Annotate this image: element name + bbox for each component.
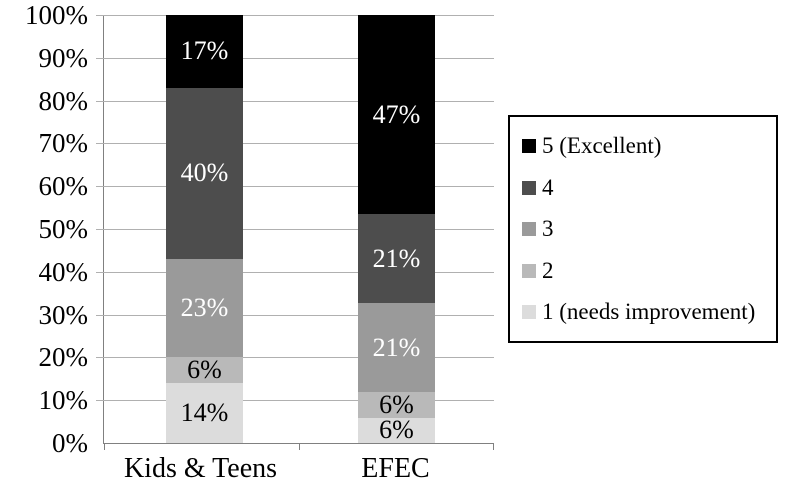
y-tick-label: 100% (25, 0, 88, 30)
segment-data-label: 14% (180, 398, 229, 428)
legend-swatch-icon (522, 222, 536, 236)
segment-data-label: 17% (180, 36, 229, 66)
bar-segment: 40% (166, 87, 243, 259)
bar-segment: 23% (166, 258, 243, 358)
y-tick-label: 50% (38, 214, 89, 244)
gridline (96, 315, 494, 316)
x-axis-tick (299, 443, 300, 450)
plot-area: 17% 40% 23% 6% 14% 47% 21% 21% 6% 6% (96, 15, 494, 450)
bar-segment: 17% (166, 15, 243, 88)
bar-kids-teens: 17% 40% 23% 6% 14% (166, 15, 243, 444)
y-tick-label: 40% (38, 257, 89, 287)
bar-segment: 47% (358, 15, 435, 215)
y-tick-label: 20% (38, 342, 89, 372)
legend-label: 3 (542, 216, 554, 241)
y-tick-label: 90% (38, 43, 89, 73)
bar-efec: 47% 21% 21% 6% 6% (358, 15, 435, 443)
gridline (96, 101, 494, 102)
y-tick-label: 30% (38, 300, 89, 330)
legend-item: 3 (522, 216, 770, 242)
segment-data-label: 47% (372, 99, 421, 129)
bar-segment: 6% (166, 355, 243, 385)
bar-segment: 21% (358, 214, 435, 304)
segment-data-label: 6% (379, 389, 414, 419)
segment-data-label: 21% (372, 243, 421, 273)
y-axis: 100% 90% 80% 70% 60% 50% 40% 30% 20% 10% 0% (0, 0, 95, 458)
segment-data-label: 21% (372, 332, 421, 362)
x-axis-tick (104, 443, 105, 450)
category-label: EFEC (361, 453, 430, 484)
segment-data-label: 6% (187, 355, 222, 385)
gridline (96, 229, 494, 230)
legend-item: 2 (522, 258, 770, 284)
legend-item: 4 (522, 175, 770, 201)
bar-segment: 21% (358, 303, 435, 393)
legend: 5 (Excellent) 4 3 2 1 (needs improvement) (508, 115, 778, 343)
legend-swatch-icon (522, 305, 536, 319)
gridline (96, 272, 494, 273)
bar-segment: 6% (358, 389, 435, 419)
segment-data-label: 6% (379, 415, 414, 445)
x-axis-tick (493, 443, 494, 450)
segment-data-label: 40% (180, 158, 229, 188)
legend-swatch-icon (522, 263, 536, 278)
gridline (96, 357, 494, 358)
x-axis: Kids & Teens EFEC (103, 452, 493, 486)
y-tick-label: 0% (52, 428, 88, 458)
y-tick-label: 10% (38, 385, 89, 415)
legend-label: 5 (Excellent) (542, 133, 662, 158)
legend-item: 5 (Excellent) (522, 133, 770, 159)
gridline (96, 186, 494, 187)
bar-segment: 14% (166, 383, 243, 444)
gridline (96, 400, 494, 401)
gridline (96, 15, 494, 16)
y-tick-label: 80% (38, 86, 89, 116)
legend-label: 4 (542, 174, 554, 200)
legend-swatch-icon (522, 139, 536, 153)
legend-label: 1 (needs improvement) (542, 299, 756, 324)
legend-swatch-icon (522, 180, 536, 195)
bar-segment: 6% (358, 415, 435, 445)
legend-item: 1 (needs improvement) (522, 299, 770, 325)
legend-label: 2 (542, 257, 554, 283)
gridline (96, 58, 494, 59)
category-label: Kids & Teens (123, 453, 278, 484)
y-tick-label: 60% (38, 171, 89, 201)
segment-data-label: 23% (180, 293, 229, 323)
gridline (96, 143, 494, 144)
y-tick-label: 70% (38, 128, 89, 158)
